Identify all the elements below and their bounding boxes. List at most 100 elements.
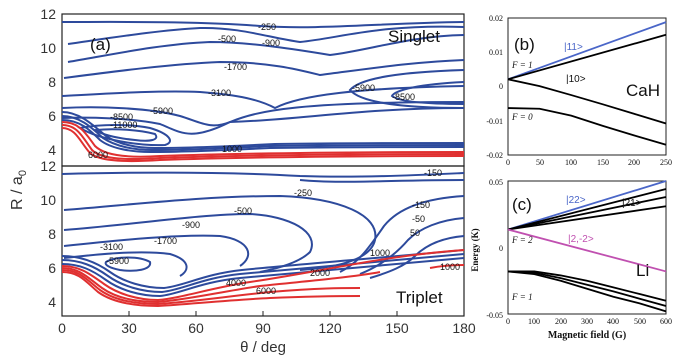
cah-y-0.02: 0.02	[489, 14, 503, 23]
singlet-contour-inner	[93, 128, 158, 142]
cah-panel-label: (b)	[514, 35, 535, 54]
singlet-contour-labels: -250 -500 -900 -1700 -3100 -5900 -8500 -…	[88, 22, 415, 160]
singlet-contour-8500	[61, 107, 465, 135]
li-state-2-2: |2,-2>	[568, 234, 594, 245]
cah-state-10: |10>	[566, 74, 586, 85]
triplet-lbl-150-right: -150	[412, 200, 430, 210]
singlet-contour-3100	[61, 85, 465, 110]
triplet-lbl-1700: -1700	[154, 236, 177, 246]
li-x-400: 400	[607, 317, 619, 326]
triplet-contours	[61, 171, 465, 308]
singlet-panel: -250 -500 -900 -1700 -3100 -5900 -8500 -…	[61, 13, 465, 167]
triplet-lbl-5900: -5900	[106, 256, 129, 266]
triplet-contour-1700	[63, 234, 250, 267]
triplet-lbl-50-neg: -50	[412, 214, 425, 224]
singlet-contour-500	[67, 25, 465, 45]
triplet-wall-3	[61, 249, 465, 290]
singlet-contour-5900	[61, 101, 465, 127]
singlet-lbl-6000: 6000	[88, 150, 108, 160]
singlet-y-8: 8	[48, 74, 56, 90]
singlet-lbl-3100: -3100	[208, 88, 231, 98]
triplet-contour-labels: -150 -250 -500 -900 -1700 -3100 -5900 -1…	[100, 168, 460, 296]
singlet-contours	[61, 20, 465, 163]
cah-x-200: 200	[628, 158, 640, 167]
triplet-red-4000	[61, 269, 361, 306]
triplet-lbl-500: -500	[234, 206, 252, 216]
triplet-contour-150	[299, 179, 465, 183]
li-series-line-6	[507, 270, 667, 313]
cah-y-ticks: 0.02 0.01 0 -0.01 -0.02	[486, 14, 503, 160]
singlet-lbl-8500: -8500	[110, 112, 133, 122]
singlet-y-ticks: 12 10 8 6 4	[40, 6, 56, 158]
triplet-lbl-4000: 4000	[226, 278, 246, 288]
singlet-red-3	[61, 127, 465, 163]
li-series-line-7	[507, 270, 667, 307]
li-f1-label: F = 1	[511, 292, 533, 302]
cah-y-0: 0	[499, 82, 503, 91]
li-y-0: 0	[499, 244, 503, 253]
singlet-y-6: 6	[48, 108, 56, 124]
li-panel-label: (c)	[512, 195, 532, 214]
singlet-y-12: 12	[40, 6, 56, 22]
triplet-y-12: 12	[40, 158, 56, 174]
singlet-lbl-250: -250	[258, 22, 276, 32]
triplet-contour-900	[63, 212, 313, 273]
cah-x-0: 0	[506, 158, 510, 167]
li-series-line-2	[507, 196, 667, 231]
li-y-ticks: 0.05 0 -0.05	[486, 178, 503, 320]
left-x-ticklines	[128, 311, 398, 316]
left-x-axis: 0 30 60 90 120 150 180	[58, 320, 476, 336]
y-axis-label-sub: 0	[17, 170, 29, 176]
cah-x-50: 50	[536, 158, 544, 167]
singlet-panel-label: (a)	[90, 35, 111, 54]
triplet-lbl-150-top: -150	[424, 168, 442, 178]
cah-x-150: 150	[597, 158, 609, 167]
li-x-600: 600	[660, 317, 672, 326]
li-series-line-0	[507, 180, 667, 231]
triplet-y-8: 8	[48, 226, 56, 242]
triplet-title: Triplet	[396, 288, 443, 307]
singlet-wall-2	[61, 115, 465, 152]
triplet-lbl-50: 50	[410, 228, 420, 238]
singlet-title: Singlet	[388, 27, 440, 46]
li-series-line-1	[507, 188, 667, 231]
cah-f0-label: F = 0	[511, 112, 533, 122]
li-x-axis-label: Magnetic field (G)	[548, 330, 626, 341]
triplet-contour-250	[61, 171, 465, 178]
singlet-wall-1	[61, 119, 465, 154]
singlet-contour-250	[61, 20, 465, 29]
triplet-contour-right-150	[339, 195, 465, 273]
x-tick-60: 60	[188, 320, 204, 336]
singlet-contour-right-5900	[348, 69, 465, 109]
cah-panel: 0.02 0.01 0 -0.01 -0.02 0 50 100 150 200…	[486, 14, 672, 167]
x-tick-0: 0	[58, 320, 66, 336]
triplet-panel: -150 -250 -500 -900 -1700 -3100 -5900 -1…	[61, 165, 465, 317]
singlet-lbl-8500-right: -8500	[392, 92, 415, 102]
li-y--0.05: -0.05	[486, 311, 503, 320]
x-tick-150: 150	[385, 320, 409, 336]
triplet-lbl-2000: 2000	[310, 268, 330, 278]
y-axis-label: R / a0	[9, 170, 29, 210]
cah-series-line-2	[507, 78, 667, 125]
li-x-0: 0	[506, 317, 510, 326]
triplet-lbl-1000: 1000	[370, 248, 390, 258]
x-tick-90: 90	[255, 320, 271, 336]
cah-lines	[507, 21, 667, 146]
x-axis-label: θ / deg	[240, 339, 286, 356]
li-y-0.05: 0.05	[489, 178, 503, 187]
cah-species: CaH	[626, 81, 660, 100]
cah-series-line-1	[507, 33, 667, 81]
triplet-lbl-900: -900	[182, 220, 200, 230]
li-y-axis-label: Energy (K)	[470, 228, 480, 271]
triplet-red-1000	[61, 249, 465, 302]
li-x-100: 100	[528, 317, 540, 326]
li-lines	[507, 180, 667, 313]
triplet-lbl-250: -250	[294, 188, 312, 198]
triplet-contour-3100	[63, 251, 188, 277]
singlet-contour-1700	[63, 59, 465, 79]
singlet-y-10: 10	[40, 40, 56, 56]
triplet-lbl-1000-right: 1000	[440, 262, 460, 272]
cah-f1-label: F = 1	[511, 60, 533, 70]
singlet-lbl-1000: 1000	[222, 144, 242, 154]
